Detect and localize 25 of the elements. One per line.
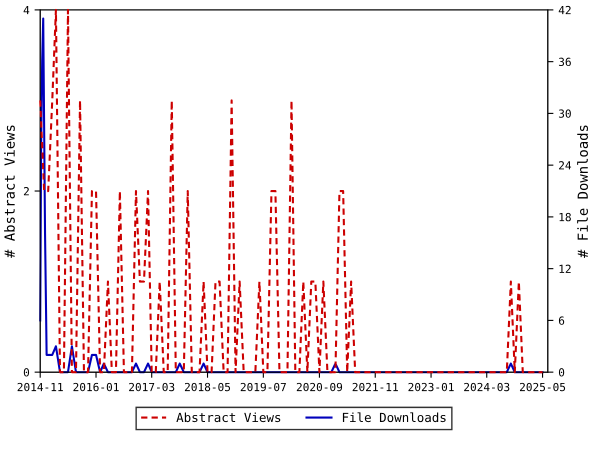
y-tick-label: 4 — [24, 6, 30, 14]
x-tick-label: 2014-11 — [18, 382, 63, 392]
x-tick-label: 2020-09 — [296, 382, 342, 392]
y2-tick-label: 6 — [558, 316, 564, 325]
x-tick-label: 2016-01 — [73, 382, 119, 392]
y2-tick-label: 12 — [560, 264, 571, 273]
x-tick-label: 2017-03 — [129, 382, 174, 392]
x-tick-label: 2021-11 — [352, 382, 398, 392]
x-tick-label: 2024-03 — [464, 382, 510, 392]
y2-tick-label: 24 — [559, 161, 572, 170]
y2-tick-label: 18 — [560, 212, 571, 222]
y2-tick-label: 30 — [558, 109, 571, 118]
x-tick-label: 2025-05 — [520, 382, 566, 392]
x-tick-label: 2019-07 — [240, 382, 286, 392]
legend-label: Abstract Views — [176, 412, 280, 422]
y2-tick-label: 36 — [558, 58, 571, 66]
y2-tick-label: 0 — [558, 368, 564, 377]
y2-tick-label: 42 — [558, 6, 571, 14]
y2-axis-title: # File Downloads — [577, 126, 588, 258]
y-tick-label: 2 — [24, 187, 29, 196]
x-tick-label: 2023-01 — [408, 382, 454, 392]
y-tick-label: 0 — [24, 368, 30, 377]
y-axis-title: # Abstract Views — [4, 126, 15, 258]
x-tick-label: 2018-05 — [184, 382, 230, 392]
legend-label: File Downloads — [342, 412, 446, 422]
